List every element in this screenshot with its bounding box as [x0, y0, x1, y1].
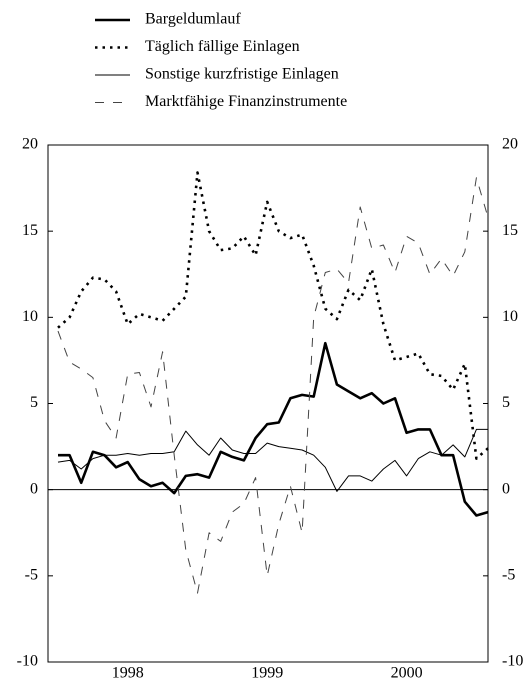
y-tick-label: -5 — [25, 567, 38, 584]
y2-tick-label: 5 — [502, 394, 510, 411]
series-line — [58, 341, 489, 517]
y2-tick-label: 0 — [502, 480, 510, 497]
y2-tick-label: -5 — [502, 567, 515, 584]
plot-frame — [47, 144, 489, 663]
series-line — [57, 177, 489, 594]
legend-label: Täglich fällige Einlagen — [145, 38, 300, 55]
y2-tick-label: 10 — [502, 308, 518, 325]
legend-label: Marktfähige Finanzinstrumente — [145, 93, 347, 110]
legend-label: Sonstige kurzfristige Einlagen — [145, 66, 339, 83]
y-tick-label: 20 — [22, 136, 38, 153]
y2-tick-label: -10 — [502, 653, 523, 670]
y-tick-label: -10 — [17, 653, 38, 670]
series-line — [57, 171, 489, 460]
y-tick-label: 15 — [22, 222, 38, 239]
y-tick-label: 0 — [30, 480, 38, 497]
legend-label: Bargeldumlauf — [145, 11, 241, 28]
y2-tick-label: 15 — [502, 222, 518, 239]
x-tick-label: 1998 — [112, 665, 144, 682]
x-tick-label: 1999 — [251, 665, 283, 682]
series-line — [57, 428, 488, 492]
y2-tick-label: 20 — [502, 136, 518, 153]
x-tick-label: 2000 — [391, 665, 423, 682]
y-tick-label: 10 — [22, 308, 38, 325]
y-tick-label: 5 — [30, 394, 38, 411]
